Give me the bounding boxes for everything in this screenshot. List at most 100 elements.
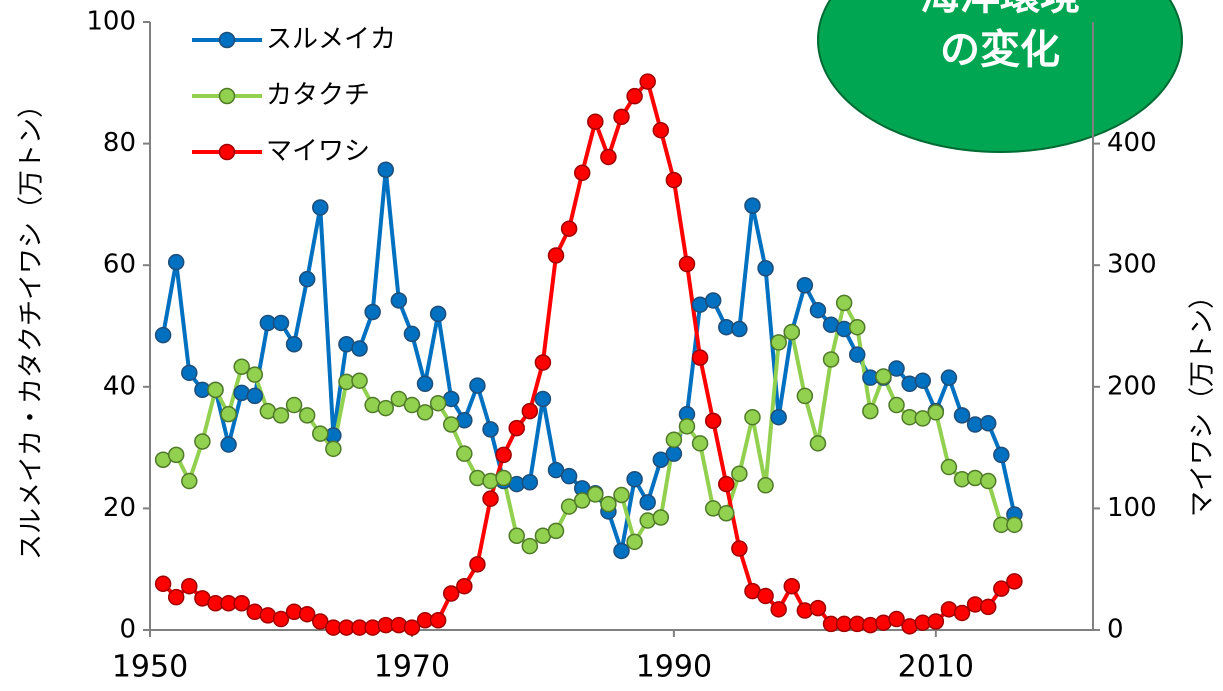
data-point (796, 277, 814, 294)
badge-text: の変化 (940, 27, 1060, 73)
data-point (181, 577, 198, 595)
data-point (849, 346, 866, 363)
data-point (914, 410, 931, 427)
data-point (613, 108, 630, 126)
data-point (377, 161, 394, 178)
data-point (1006, 573, 1023, 590)
data-point (718, 505, 735, 522)
data-point (678, 255, 696, 273)
data-point (534, 390, 552, 408)
data-point (770, 334, 787, 351)
data-point (547, 461, 565, 479)
data-point (233, 358, 250, 375)
data-point (285, 335, 303, 353)
data-point (429, 394, 447, 412)
data-point (469, 556, 486, 573)
data-point (639, 73, 656, 90)
data-point (757, 587, 774, 605)
data-point (665, 171, 683, 189)
data-point (416, 404, 434, 421)
data-point (744, 197, 761, 214)
data-point (639, 494, 656, 511)
y-tick-label: 100 (86, 7, 136, 37)
data-point (783, 323, 801, 341)
data-point (940, 369, 958, 386)
data-point (285, 396, 303, 414)
data-point (809, 435, 827, 452)
data-point (888, 396, 905, 414)
data-point (521, 537, 539, 555)
data-point (927, 404, 945, 421)
data-point (325, 440, 342, 458)
data-point (626, 87, 643, 105)
data-point (272, 314, 290, 332)
y-tick-label: 60 (103, 250, 136, 280)
data-point (534, 354, 552, 371)
y2-tick-label: 300 (1107, 250, 1157, 280)
data-point (731, 540, 748, 557)
data-point (272, 407, 290, 424)
data-point (220, 405, 237, 423)
data-point (547, 522, 565, 540)
data-point (914, 372, 931, 389)
data-point (731, 320, 748, 338)
legend-label: スルメイカ (266, 25, 396, 55)
data-point (495, 469, 512, 487)
data-point (809, 301, 827, 319)
data-point (691, 435, 709, 452)
x-tick-label: 1950 (112, 650, 188, 685)
data-point (390, 390, 408, 408)
data-point (744, 408, 761, 426)
data-point (508, 419, 525, 437)
data-point (298, 407, 316, 424)
data-point (181, 472, 198, 490)
data-point (246, 387, 264, 405)
data-point (560, 498, 578, 515)
data-point (482, 490, 499, 507)
badge (817, 0, 1183, 153)
data-point (862, 402, 879, 420)
data-point (233, 594, 250, 612)
data-point (953, 407, 971, 424)
data-point (167, 253, 185, 271)
data-point (979, 472, 997, 490)
data-point (979, 598, 997, 616)
legend-marker (218, 143, 236, 161)
data-point (469, 377, 486, 394)
data-point (312, 199, 329, 216)
y-axis-title: スルメイカ・カタクチイワシ（万トン） (17, 92, 47, 560)
data-point (560, 220, 578, 237)
x-tick-label: 1970 (374, 650, 450, 685)
data-point (194, 433, 211, 450)
data-point (403, 396, 421, 414)
data-point (482, 421, 499, 438)
data-point (521, 402, 539, 420)
data-point (312, 613, 329, 630)
data-point (272, 610, 290, 628)
data-point (888, 360, 905, 377)
data-point (246, 366, 264, 383)
data-point (835, 294, 853, 312)
data-point (665, 445, 683, 462)
data-point (822, 351, 840, 368)
data-point (927, 613, 945, 630)
data-point (849, 318, 866, 336)
data-point (154, 326, 172, 344)
data-point (390, 292, 408, 309)
data-point (940, 458, 958, 476)
data-point (979, 415, 997, 432)
data-point (573, 164, 591, 182)
data-point (613, 542, 630, 560)
data-point (560, 467, 578, 485)
data-point (626, 470, 643, 488)
data-point (678, 418, 696, 435)
data-point (456, 445, 473, 462)
data-point (704, 412, 722, 430)
legend-label: カタクチ (266, 81, 370, 111)
data-point (312, 425, 329, 442)
x-tick-label: 1990 (636, 650, 712, 685)
data-point (495, 446, 512, 464)
y2-tick-label: 100 (1107, 493, 1157, 523)
